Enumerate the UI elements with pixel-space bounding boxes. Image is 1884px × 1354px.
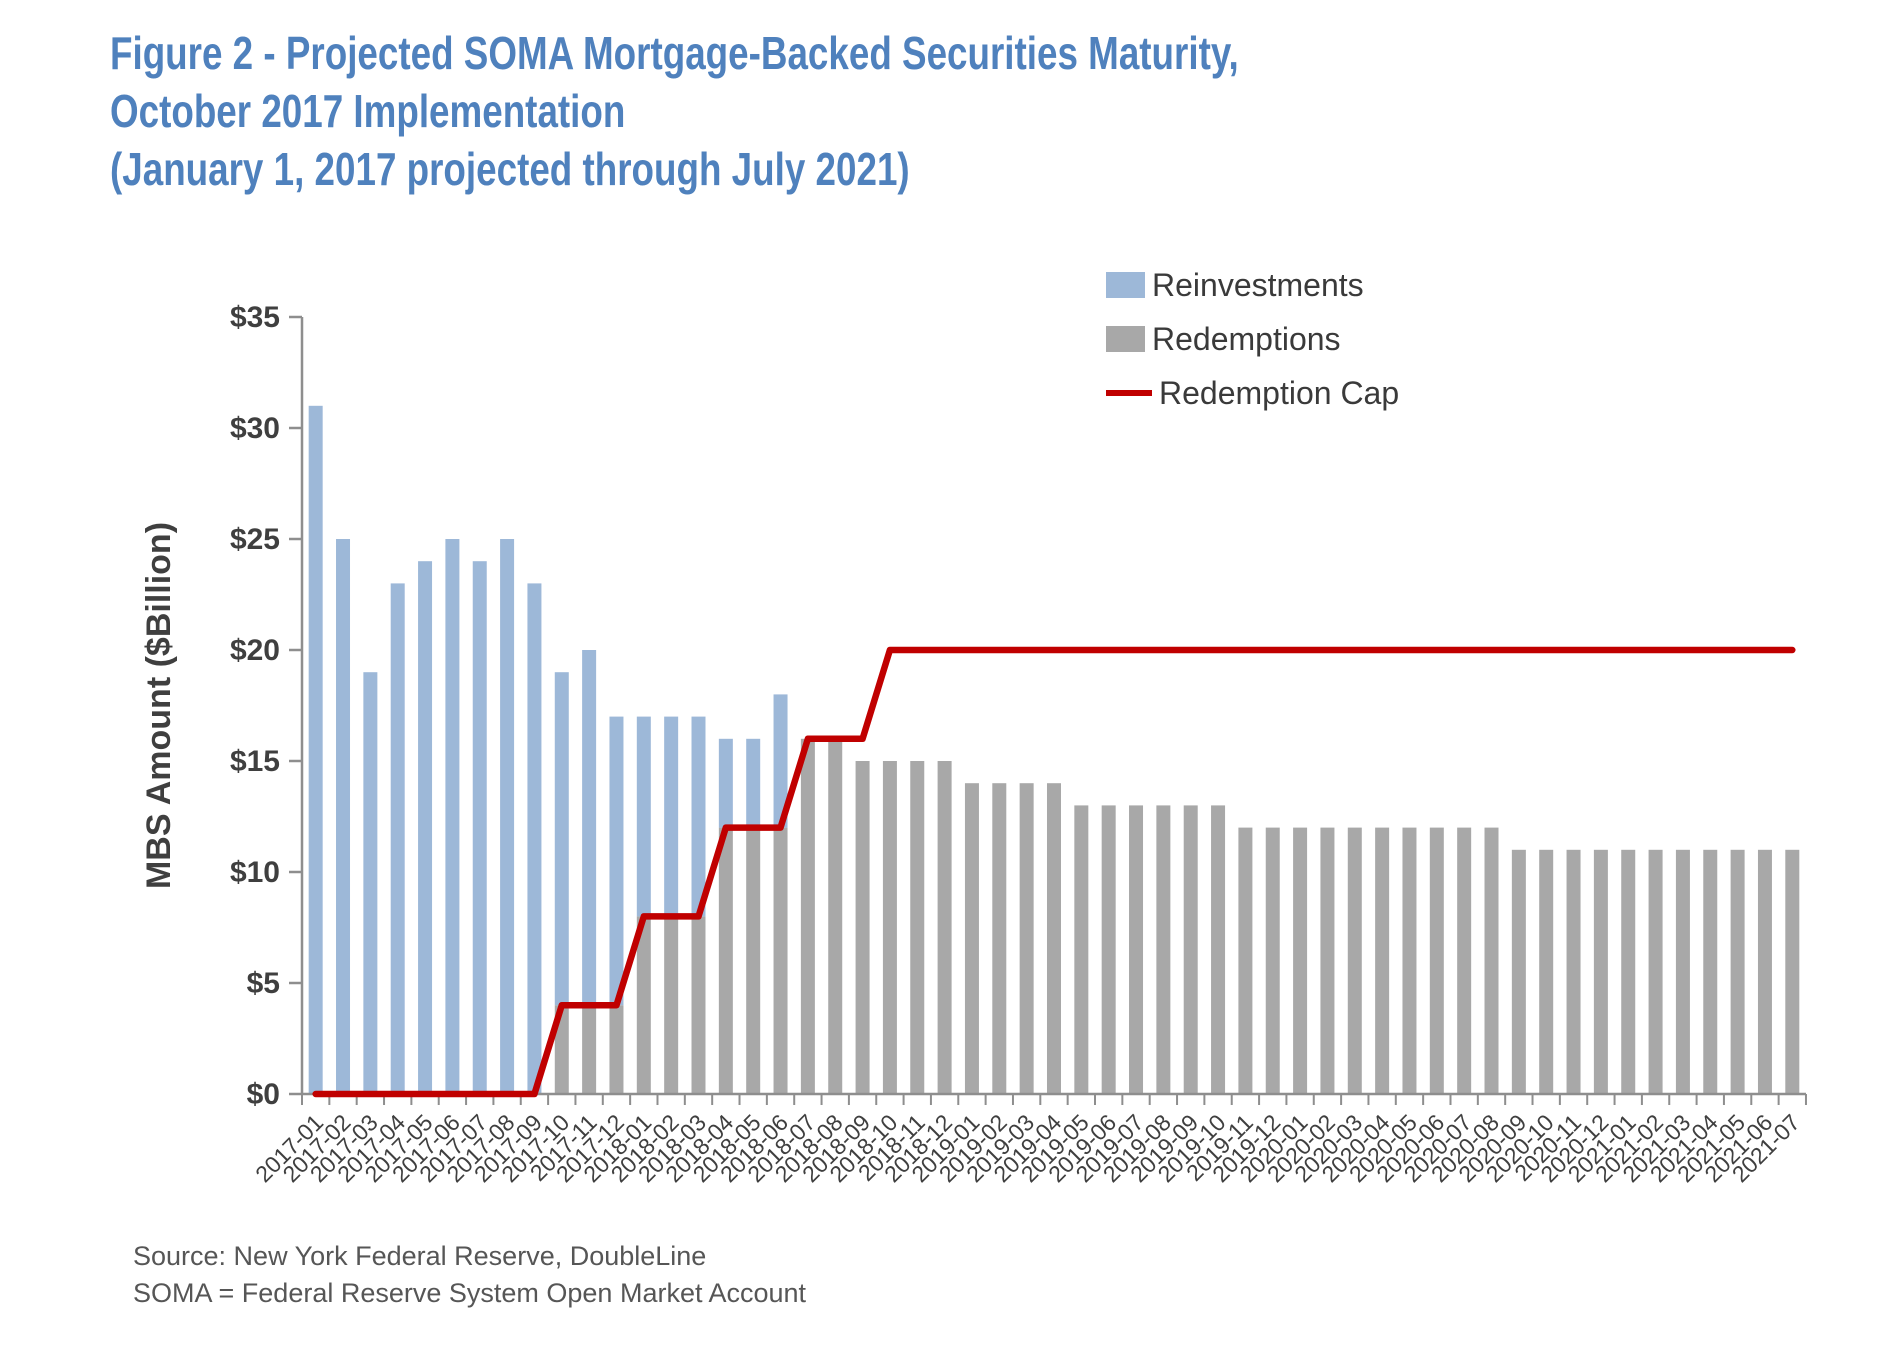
redemptions-bar bbox=[1183, 805, 1198, 1094]
redemptions-bar bbox=[1019, 783, 1034, 1094]
reinvestments-bar bbox=[582, 650, 597, 1006]
reinvestments-bar bbox=[718, 738, 733, 828]
reinvestments-swatch bbox=[1106, 272, 1145, 298]
reinvestments-bar bbox=[636, 716, 651, 917]
redemptions-bar bbox=[1129, 805, 1144, 1094]
reinvestments-bar bbox=[664, 716, 679, 917]
soma-definition-line: SOMA = Federal Reserve System Open Marke… bbox=[133, 1278, 807, 1308]
y-tick-label: $0 bbox=[247, 1078, 280, 1111]
figure-title-line2: October 2017 Implementation bbox=[110, 85, 626, 137]
y-tick-label: $30 bbox=[230, 412, 280, 445]
redemptions-bar bbox=[937, 761, 952, 1094]
redemptions-bar bbox=[1648, 849, 1663, 1094]
reinvestments-bar bbox=[472, 561, 487, 1094]
redemptions-bar bbox=[773, 827, 788, 1094]
legend-item-redemption-cap: Redemption Cap bbox=[1106, 366, 1399, 420]
redemptions-bar bbox=[691, 916, 706, 1094]
redemptions-bar bbox=[664, 916, 679, 1094]
y-tick-label: $25 bbox=[230, 523, 280, 556]
redemptions-bar bbox=[1238, 827, 1253, 1094]
redemptions-bar bbox=[855, 761, 870, 1094]
redemptions-bar bbox=[1566, 849, 1581, 1094]
redemptions-bar bbox=[1046, 783, 1061, 1094]
redemptions-bar bbox=[1511, 849, 1526, 1094]
reinvestments-bar bbox=[773, 694, 788, 828]
figure-title-line3: (January 1, 2017 projected through July … bbox=[110, 143, 910, 195]
reinvestments-bar bbox=[363, 672, 378, 1094]
reinvestments-bar bbox=[500, 539, 515, 1094]
redemptions-bar bbox=[746, 827, 761, 1094]
redemptions-bar bbox=[1293, 827, 1308, 1094]
redemptions-bar bbox=[1402, 827, 1417, 1094]
redemptions-bar bbox=[828, 738, 843, 1094]
redemptions-bar bbox=[1675, 849, 1690, 1094]
y-tick-label: $5 bbox=[247, 967, 280, 1000]
reinvestments-bar bbox=[308, 405, 323, 1094]
redemptions-bar bbox=[609, 1005, 624, 1094]
legend-item-redemptions: Redemptions bbox=[1106, 312, 1399, 366]
legend-label-redemptions: Redemptions bbox=[1152, 320, 1341, 357]
reinvestments-bar bbox=[746, 738, 761, 828]
redemptions-bar bbox=[1730, 849, 1745, 1094]
redemptions-bar bbox=[1347, 827, 1362, 1094]
redemptions-bar bbox=[1457, 827, 1472, 1094]
redemptions-bar bbox=[882, 761, 897, 1094]
legend-item-reinvestments: Reinvestments bbox=[1106, 258, 1399, 312]
redemptions-bar bbox=[1593, 849, 1608, 1094]
redemptions-bar bbox=[1265, 827, 1280, 1094]
reinvestments-bar bbox=[418, 561, 433, 1094]
redemptions-bar bbox=[992, 783, 1007, 1094]
redemption-cap-swatch bbox=[1106, 390, 1152, 396]
reinvestments-bar bbox=[390, 583, 405, 1094]
source-note: Source: New York Federal Reserve, Double… bbox=[133, 1238, 806, 1312]
legend-label-reinvestments: Reinvestments bbox=[1152, 266, 1364, 303]
chart-legend: Reinvestments Redemptions Redemption Cap bbox=[1106, 258, 1399, 420]
redemption-cap-line bbox=[312, 646, 1796, 1098]
redemptions-bar bbox=[800, 738, 815, 1094]
redemptions-swatch bbox=[1106, 326, 1145, 352]
reinvestments-bar bbox=[609, 716, 624, 1006]
redemptions-bar bbox=[1484, 827, 1499, 1094]
redemptions-bar bbox=[1375, 827, 1390, 1094]
redemptions-bar bbox=[1156, 805, 1171, 1094]
redemptions-bar bbox=[582, 1005, 597, 1094]
y-tick-label: $10 bbox=[230, 856, 280, 889]
redemptions-bar bbox=[1539, 849, 1554, 1094]
y-tick-label: $20 bbox=[230, 634, 280, 667]
redemptions-bar bbox=[718, 827, 733, 1094]
figure-title-line1: Figure 2 - Projected SOMA Mortgage-Backe… bbox=[110, 27, 1239, 79]
redemptions-bar bbox=[1211, 805, 1226, 1094]
figure-title: Figure 2 - Projected SOMA Mortgage-Backe… bbox=[110, 24, 1239, 198]
reinvestments-bar bbox=[691, 716, 706, 917]
source-line: Source: New York Federal Reserve, Double… bbox=[133, 1241, 707, 1271]
redemptions-bar bbox=[1429, 827, 1444, 1094]
y-axis-title: MBS Amount ($Billion) bbox=[140, 522, 178, 889]
redemptions-bar bbox=[1757, 849, 1772, 1094]
redemptions-bar bbox=[910, 761, 925, 1094]
reinvestments-bar bbox=[336, 539, 351, 1094]
redemptions-bar bbox=[1320, 827, 1335, 1094]
redemptions-bar bbox=[1074, 805, 1089, 1094]
y-tick-label: $15 bbox=[230, 745, 280, 778]
redemptions-bar bbox=[1703, 849, 1718, 1094]
legend-label-redemption-cap: Redemption Cap bbox=[1159, 374, 1400, 411]
redemptions-bar bbox=[964, 783, 979, 1094]
reinvestments-bar bbox=[445, 539, 460, 1094]
reinvestments-bar bbox=[554, 672, 569, 1006]
redemptions-bar bbox=[1621, 849, 1636, 1094]
redemptions-bar bbox=[1785, 849, 1800, 1094]
redemptions-bar bbox=[1101, 805, 1116, 1094]
redemptions-bar bbox=[636, 916, 651, 1094]
reinvestments-bar bbox=[527, 583, 542, 1094]
y-tick-label: $35 bbox=[230, 301, 280, 334]
